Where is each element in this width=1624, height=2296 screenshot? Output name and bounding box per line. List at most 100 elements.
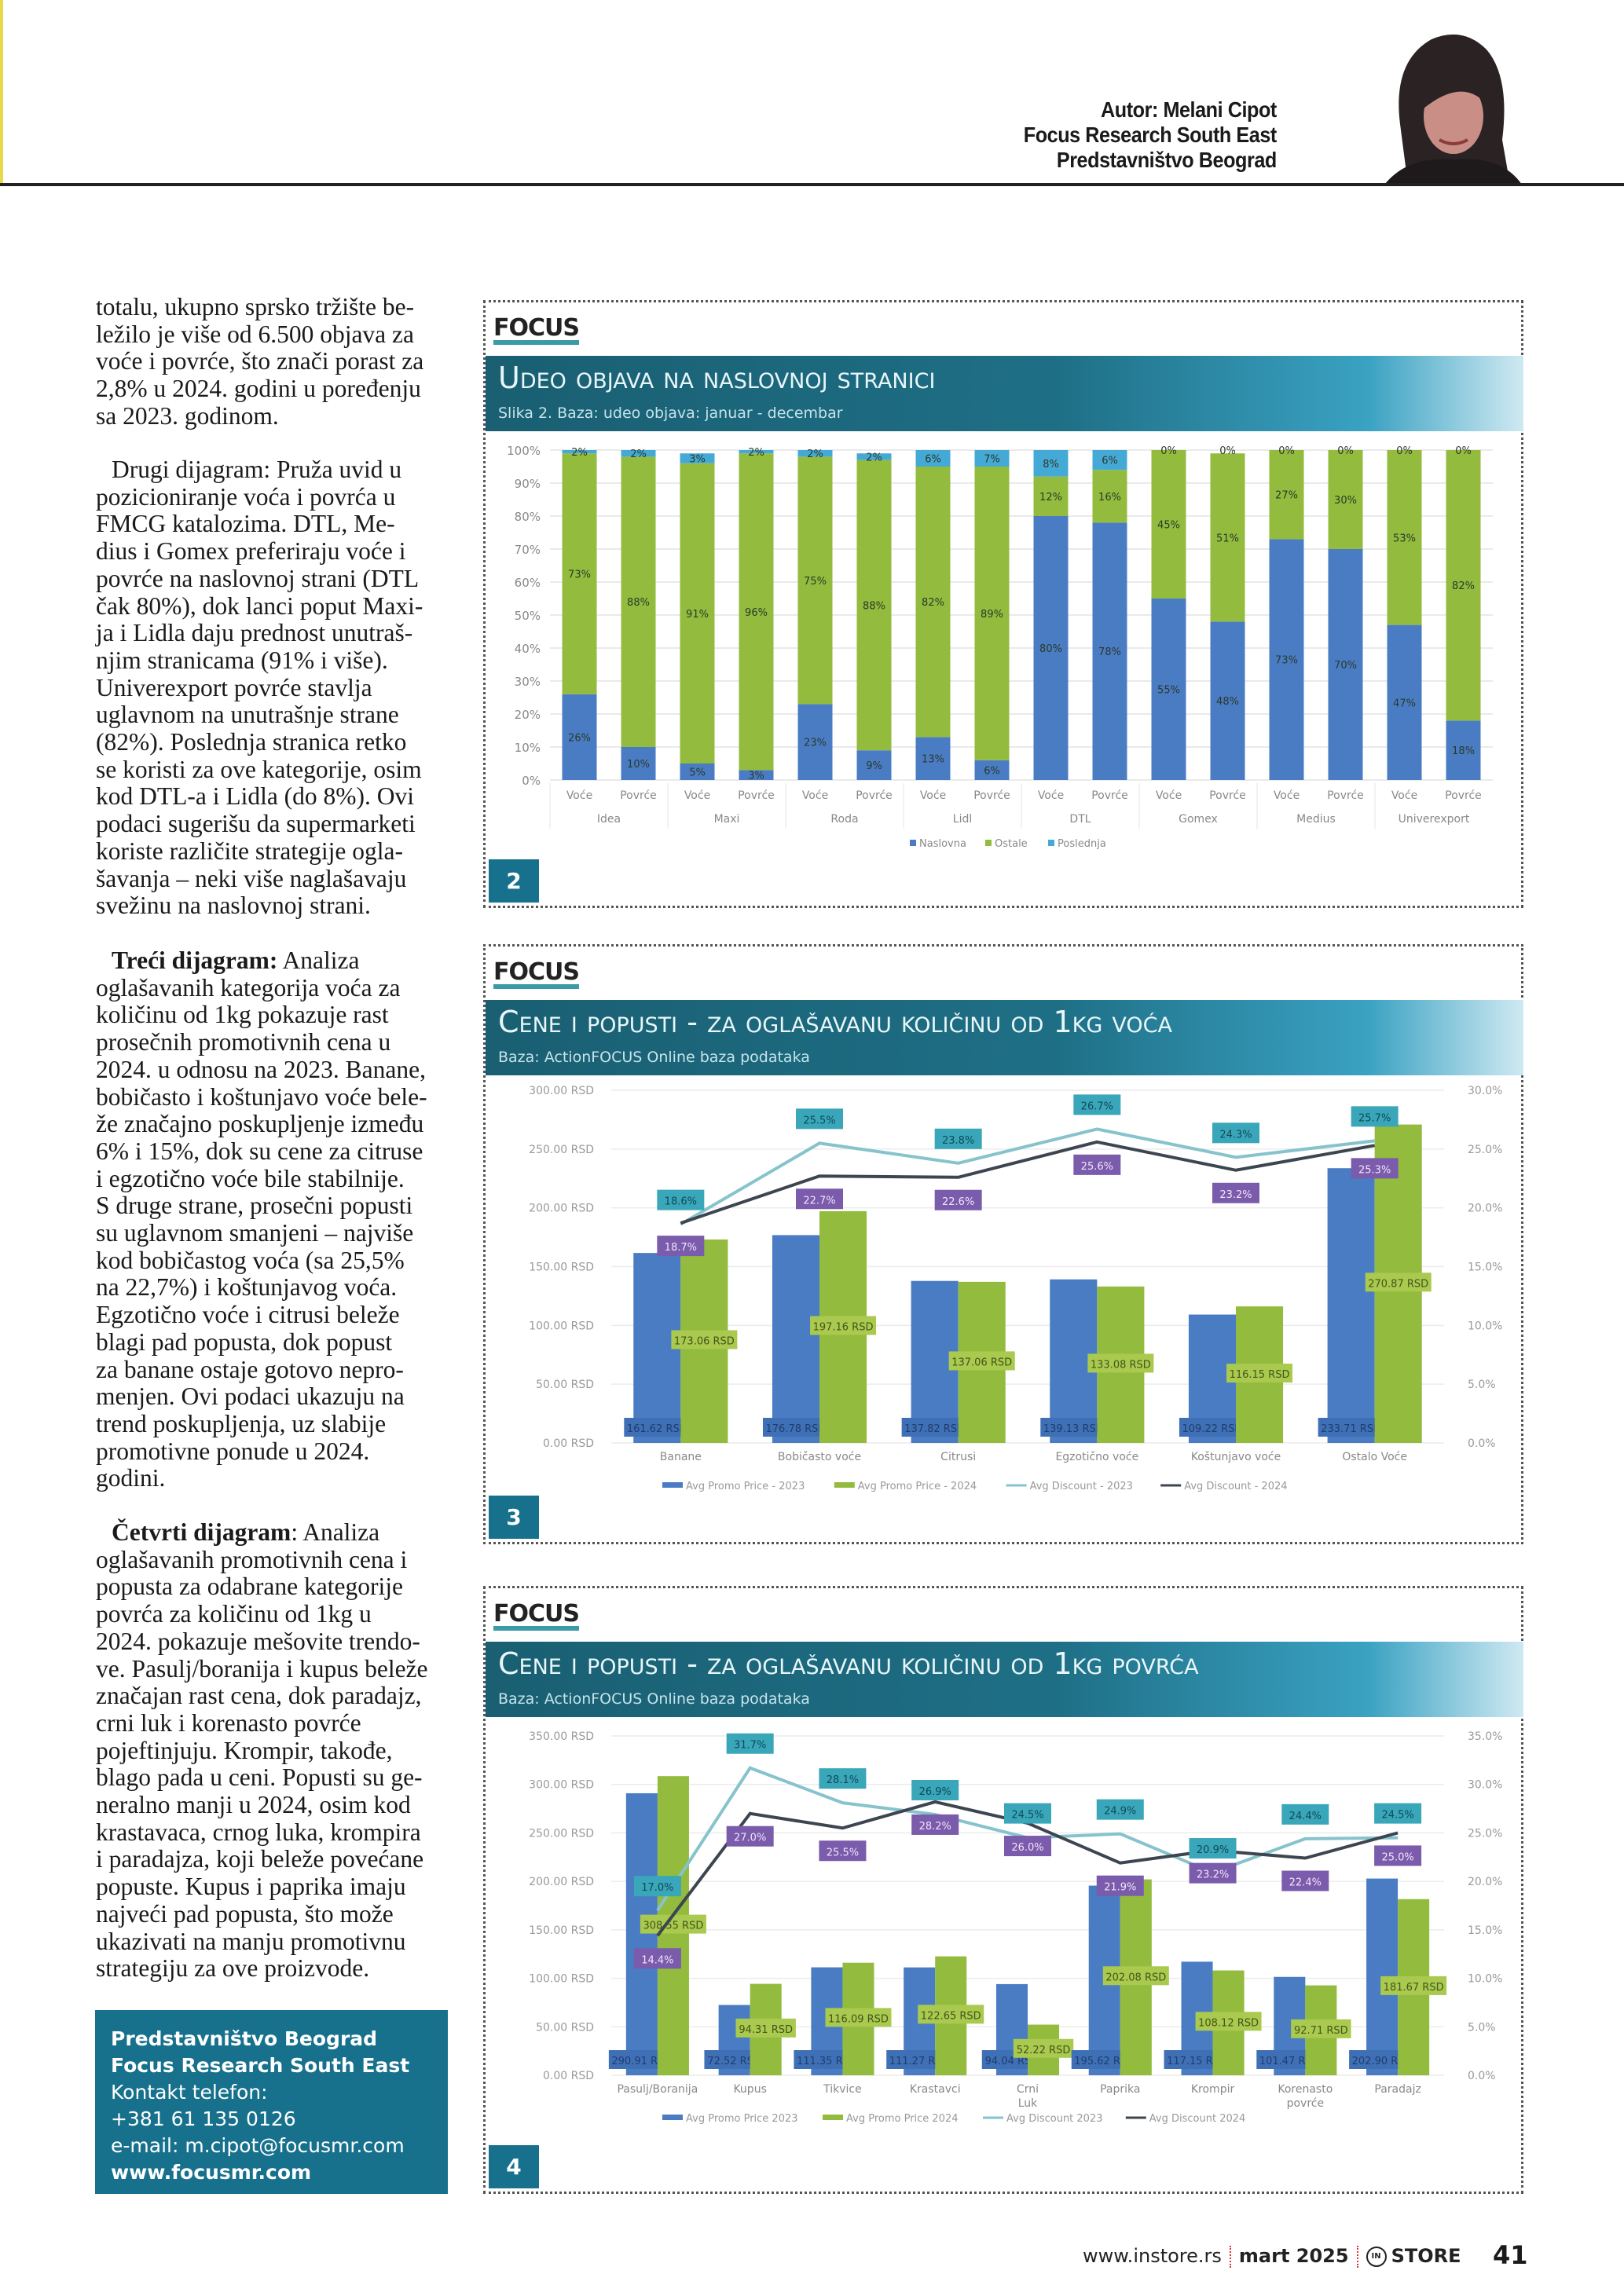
contact-company: Focus Research South East	[111, 2054, 410, 2077]
x-tick-label: Voće	[684, 789, 710, 802]
x-tick-label: Citrusi	[940, 1451, 976, 1463]
y-tick-label: 40%	[515, 642, 541, 656]
contact-phone[interactable]: +381 61 135 0126	[111, 2107, 296, 2130]
figure-number-badge: 4	[489, 2145, 539, 2188]
chart-vegetable-prices: FOCUS Cene i popusti - za oglašavanu kol…	[483, 1586, 1523, 2194]
y2-tick-label: 0.0%	[1468, 1437, 1496, 1450]
data-label: 20.9%	[1197, 1844, 1229, 1856]
text-line: najveći pad popusta, što može	[96, 1899, 394, 1928]
data-label: 8%	[1043, 459, 1059, 471]
group-label: Gomex	[1179, 813, 1218, 826]
legend-label: Avg Promo Price - 2024	[858, 1481, 977, 1492]
text-line: strategiju za ove proizvode.	[96, 1954, 370, 1983]
bar-segment-ostale	[562, 453, 597, 694]
data-label: 6%	[984, 765, 1000, 777]
data-label: 10%	[627, 759, 650, 771]
y2-tick-label: 0.0%	[1468, 2070, 1496, 2082]
x-tick-label: Povrće	[1445, 789, 1482, 802]
bar-segment-poslednja	[680, 453, 715, 463]
discount-label-box	[657, 1236, 705, 1257]
data-label-box	[1040, 1418, 1107, 1437]
data-label: 26%	[568, 732, 591, 744]
data-label: 82%	[1452, 580, 1475, 592]
data-label: 88%	[863, 600, 885, 612]
x-tick-label: Voće	[1391, 789, 1417, 802]
figure-number-badge: 3	[489, 1496, 539, 1539]
bar-segment-poslednja	[739, 450, 774, 454]
footer-website[interactable]: www.instore.rs	[1083, 2245, 1222, 2267]
data-label: 0%	[1455, 445, 1472, 457]
x-tick-label: Crni	[1017, 2083, 1039, 2096]
legend-label: Avg Discount - 2023	[1030, 1481, 1133, 1492]
bar-segment-ostale	[1033, 476, 1069, 516]
text-line: i egzotično voće bile stabilnije.	[96, 1164, 405, 1192]
data-label: 116.15 RSD	[1230, 1369, 1290, 1381]
y2-tick-label: 35.0%	[1468, 1730, 1502, 1743]
data-label: 27.0%	[734, 1833, 766, 1844]
bar-segment-naslovna	[915, 737, 951, 780]
bar-segment-naslovna	[562, 694, 597, 780]
data-label: 22.4%	[1289, 1877, 1322, 1889]
data-label: 18.7%	[665, 1242, 697, 1254]
legend-swatch	[910, 840, 916, 846]
legend-label: Avg Discount - 2024	[1184, 1481, 1287, 1492]
text-line: blago pada u ceni. Popusti su ge-	[96, 1763, 423, 1792]
y2-tick-label: 20.0%	[1468, 1203, 1502, 1215]
data-label: 111.35 RSD	[797, 2056, 857, 2067]
group-label: Maxi	[714, 813, 740, 826]
y-tick-label: 250.00 RSD	[529, 1827, 594, 1840]
data-label-box	[1380, 1976, 1447, 1995]
data-label: 0%	[1396, 445, 1413, 457]
y-tick-label: 350.00 RSD	[529, 1730, 594, 1743]
bar-2023	[772, 1235, 819, 1443]
contact-email[interactable]: e-mail: m.cipot@focusmr.com	[111, 2134, 405, 2157]
y-tick-label: 250.00 RSD	[529, 1144, 594, 1156]
data-label-box	[1179, 1418, 1245, 1437]
contact-website[interactable]: www.focusmr.com	[111, 2161, 312, 2184]
text-line: ja i Lidla daju prednost unutraš-	[96, 619, 413, 647]
bar-segment-naslovna	[1269, 539, 1304, 780]
text-line: Treći dijagram: Analiza	[112, 947, 360, 974]
data-label-box	[735, 2018, 796, 2038]
chart-banner: Cene i popusti - za oglašavanu količinu …	[486, 1000, 1523, 1075]
legend-label: Avg Promo Price 2023	[686, 2113, 798, 2125]
data-label: 176.78 RSD	[766, 1423, 827, 1435]
bar-segment-ostale	[1092, 470, 1127, 523]
data-label: 22.7%	[803, 1195, 835, 1207]
y-tick-label: 50%	[515, 609, 541, 623]
bar-segment-naslovna	[797, 704, 833, 780]
x-tick-label: Povrće	[620, 789, 657, 802]
text-line: FMCG katalozima. DTL, Me-	[96, 510, 395, 538]
group-label: Idea	[597, 813, 621, 826]
bar-segment-naslovna	[856, 750, 892, 780]
text-line: S druge strane, prosečni popusti	[96, 1192, 413, 1220]
data-label: 308.55 RSD	[643, 1921, 703, 1932]
legend-label: Avg Discount 2023	[1006, 2113, 1103, 2125]
x-tick-label: Egzotično voće	[1055, 1451, 1138, 1463]
data-label: 133.08 RSD	[1091, 1359, 1151, 1371]
discount-label-box	[726, 1825, 774, 1847]
x-tick-label: Povrće	[738, 789, 775, 802]
legend-swatch	[1048, 840, 1054, 846]
data-label: 6%	[1102, 456, 1118, 467]
data-label: 26.0%	[1011, 1842, 1043, 1854]
article-paragraph: totalu, ukupno sprsko tržište be-ležilo …	[96, 293, 473, 430]
combo-bar-line-chart: 0.00 RSD 50.00 RSD 100.00 RSD 150.00 RSD 200…	[529, 1085, 1502, 1492]
text-line: povrća za količinu od 1kg u	[96, 1600, 372, 1628]
y-tick-label: 60%	[515, 576, 541, 590]
discount-label-box	[796, 1188, 843, 1210]
data-label-box	[624, 1418, 691, 1437]
contact-box: Predstavništvo Beograd Focus Research So…	[95, 2010, 448, 2194]
y-tick-label: 300.00 RSD	[529, 1779, 594, 1792]
legend-label: Poslednja	[1058, 838, 1106, 850]
discount-label-box	[1189, 1838, 1237, 1859]
legend-label: Avg Promo Price - 2023	[686, 1481, 805, 1492]
data-label: 2%	[630, 449, 647, 460]
text-line: njim stranicama (91% i više).	[96, 646, 388, 674]
x-tick-label: Tikvice	[823, 2083, 862, 2096]
data-label: 25.0%	[1381, 1851, 1413, 1863]
text-line: neralno manji u 2024, osim kod	[96, 1791, 411, 1819]
data-label: 25.5%	[803, 1115, 835, 1126]
chart-subtitle: Slika 2. Baza: udeo objava: januar - dec…	[498, 405, 843, 422]
data-label: 181.67 RSD	[1384, 1982, 1444, 1994]
